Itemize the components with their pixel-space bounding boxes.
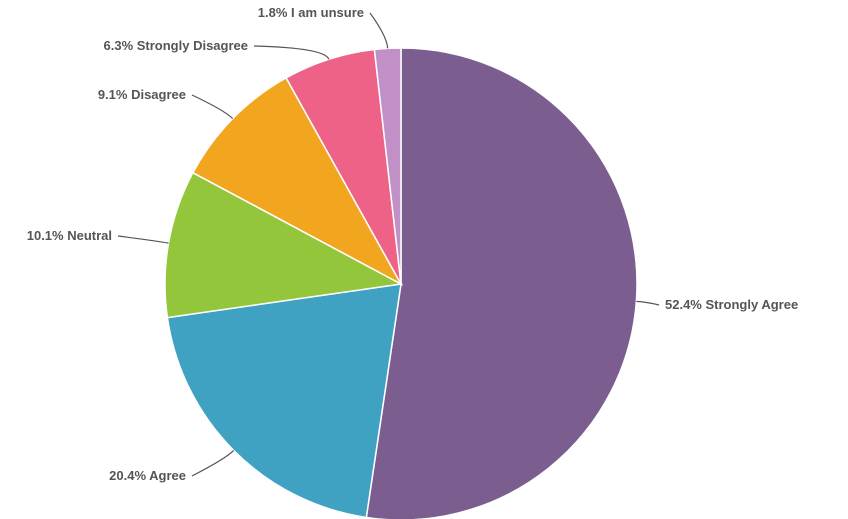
slice-label-neutral: 10.1% Neutral [27,228,112,243]
leader-line-disagree [191,94,234,120]
slice-label-disagree: 9.1% Disagree [98,87,186,102]
slice-labels: 52.4% Strongly Agree 20.4% Agree 10.1% Neu… [27,5,798,483]
leader-line-strongly-disagree [253,45,330,60]
pie-slice-disagree [191,76,403,286]
slice-label-agree: 20.4% Agree [109,468,186,483]
leader-line-neutral [117,235,169,244]
slice-label-i-am-unsure: 1.8% I am unsure [258,5,364,20]
slice-label-strongly-agree: 52.4% Strongly Agree [665,297,798,312]
leader-line-i-am-unsure [369,12,389,49]
pie-slices [164,47,638,519]
label-leader-lines [117,12,660,477]
leader-line-strongly-agree [636,300,660,306]
leader-line-agree [191,450,235,477]
pie-slice-strongly-agree [365,47,638,519]
slice-label-strongly-disagree: 6.3% Strongly Disagree [104,38,249,53]
pie-slice-agree [166,283,402,519]
